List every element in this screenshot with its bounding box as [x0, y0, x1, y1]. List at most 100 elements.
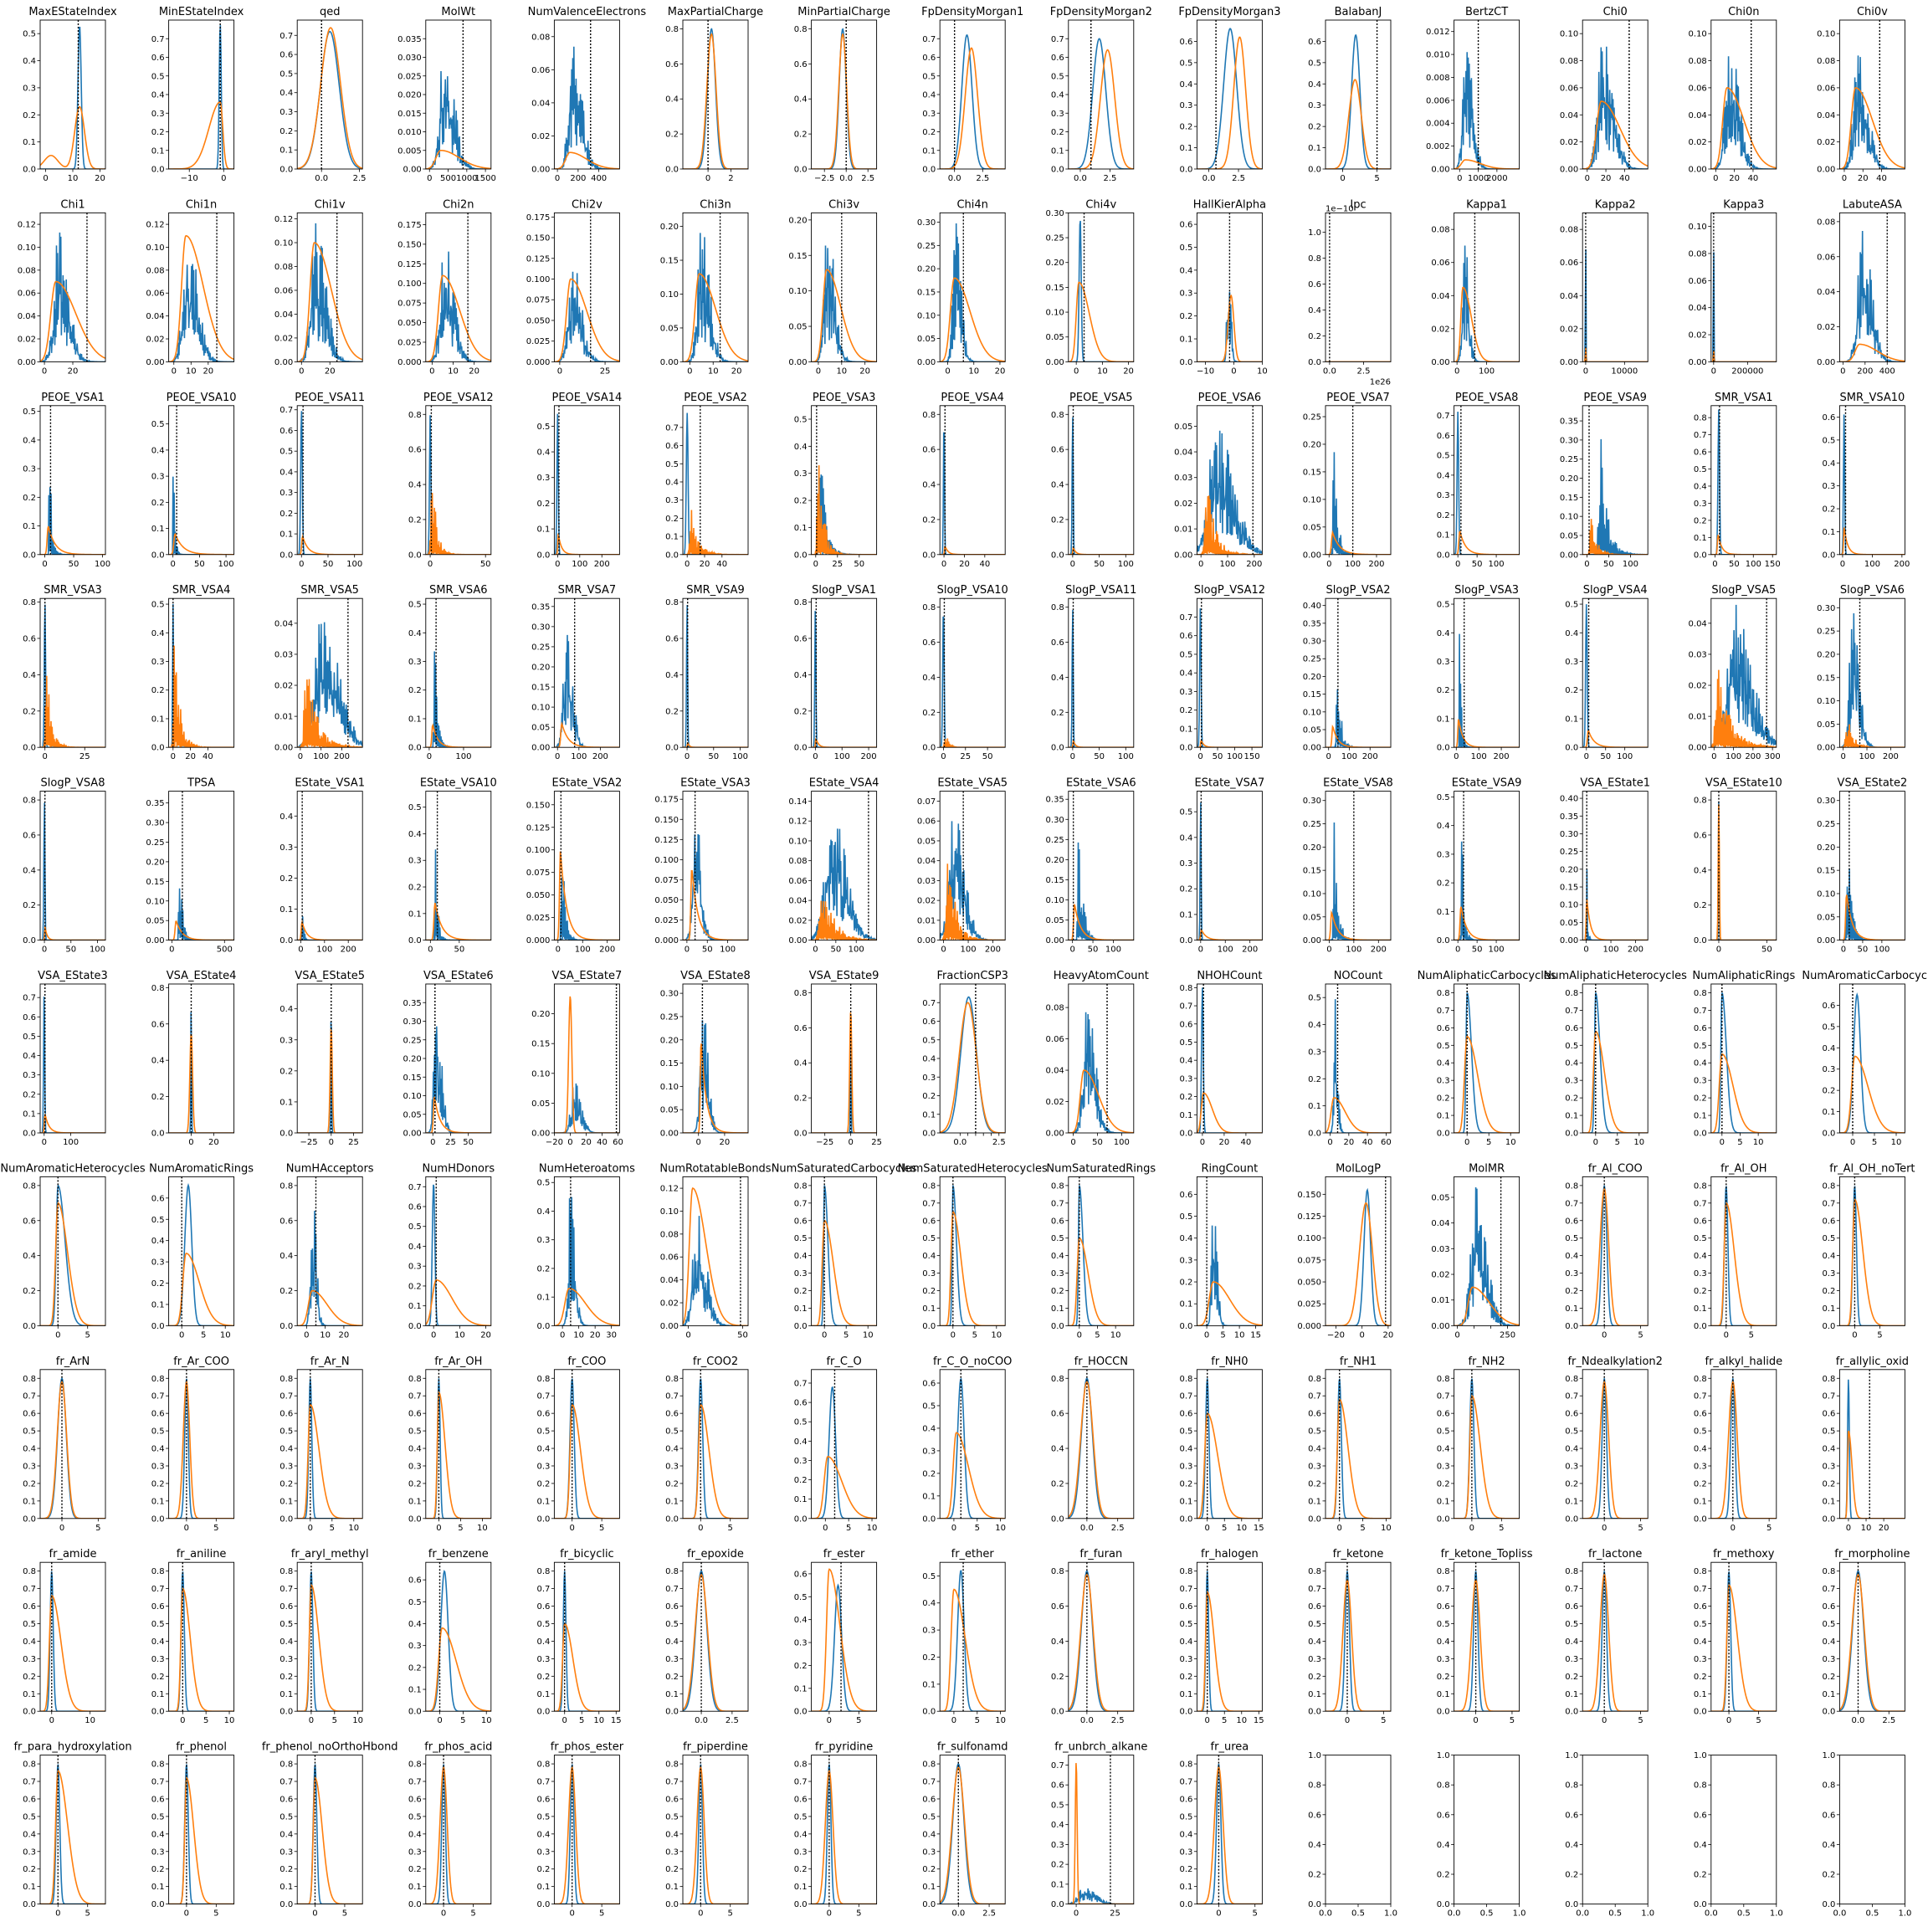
y-tick-label: 0.02 — [1560, 138, 1578, 147]
y-tick-label: 0.2 — [151, 499, 165, 508]
y-tick-label: 0.2 — [279, 127, 293, 136]
y-tick-label: 0.1 — [151, 1883, 165, 1892]
y-tick-label: 0.1 — [794, 1495, 808, 1504]
y-tick-label: 0.5 — [794, 1418, 808, 1427]
y-tick-label: 0.0 — [665, 166, 679, 175]
y-tick-label: 0.4 — [1308, 80, 1321, 90]
y-tick-label: 0.7 — [1822, 1585, 1835, 1594]
x-tick-label: 200 — [1246, 560, 1262, 569]
panel-MolLogP: MolLogP0.0000.0250.0500.0750.1000.1250.1… — [1297, 1162, 1393, 1340]
x-tick-label: 100 — [1471, 752, 1487, 761]
y-tick-label: 0.00 — [1303, 551, 1321, 560]
y-tick-label: 0.2 — [665, 1673, 679, 1682]
x-tick-label: 10 — [224, 1716, 235, 1725]
axes-frame — [1196, 212, 1263, 362]
y-tick-label: 0.5 — [279, 448, 293, 457]
y-tick-label: 0.7 — [151, 1585, 165, 1594]
x-tick-label: 2000 — [1486, 174, 1507, 183]
y-tick-label: 0.2 — [1051, 1479, 1064, 1489]
panel-title: fr_ester — [823, 1548, 865, 1560]
x-tick-label: 10 — [477, 1524, 488, 1533]
x-tick-label: 100 — [1725, 752, 1741, 761]
x-tick-label: 100 — [1603, 946, 1619, 955]
x-tick-label: 0.0 — [951, 1909, 965, 1919]
y-tick-label: 0.2 — [536, 1673, 550, 1682]
x-tick-label: 10 — [863, 1330, 874, 1340]
x-tick-label: 20 — [208, 1138, 219, 1147]
y-tick-label: 0.05 — [1046, 916, 1064, 925]
panel-fr_alkyl_halide: fr_alkyl_halide0.00.10.20.30.40.50.60.70… — [1694, 1355, 1782, 1533]
y-tick-label: 0.1 — [23, 1690, 36, 1699]
y-tick-label: 0.0 — [151, 1130, 165, 1139]
plot-area — [425, 20, 491, 169]
y-tick-label: 0.4 — [1822, 1637, 1835, 1647]
y-tick-label: 0.10 — [1560, 513, 1578, 522]
x-tick-label: 10 — [1891, 1138, 1902, 1147]
series-blue-line — [683, 1764, 748, 1904]
y-tick-label: 0.20 — [788, 216, 807, 225]
y-tick-label: 0.5 — [1694, 465, 1707, 474]
series-orange-line — [554, 532, 620, 555]
y-tick-label: 0.15 — [788, 252, 807, 261]
plot-area — [168, 1755, 234, 1904]
y-tick-label: 0.1 — [536, 1690, 550, 1699]
y-tick-label: 0.1 — [151, 715, 165, 724]
x-tick-label: 40 — [1876, 174, 1887, 183]
y-tick-label: 0.00 — [1046, 1130, 1064, 1139]
axes-frame — [1582, 1755, 1649, 1905]
y-tick-label: 0.12 — [660, 1185, 679, 1194]
y-tick-label: 0.8 — [922, 603, 936, 612]
y-tick-label: 0.4 — [1308, 306, 1321, 315]
y-tick-label: 0.4 — [922, 1599, 936, 1608]
y-tick-label: 0.2 — [1822, 1673, 1835, 1682]
y-tick-label: 0.1 — [665, 1883, 679, 1892]
x-tick-label: 0 — [309, 1716, 314, 1725]
panel-title: EState_VSA9 — [1452, 777, 1522, 790]
y-tick-label: 0.6 — [794, 1399, 808, 1408]
x-tick-label: 10 — [220, 1330, 231, 1340]
y-tick-label: 0.02 — [1689, 682, 1707, 691]
x-tick-label: 0 — [1846, 1524, 1851, 1533]
y-tick-label: 0.30 — [1560, 830, 1578, 839]
y-tick-label: 0.4 — [922, 1830, 936, 1839]
series-orange-line — [1839, 527, 1905, 555]
y-tick-label: 0.7 — [794, 1379, 808, 1388]
axes-frame — [168, 791, 235, 941]
y-tick-label: 0.2 — [1051, 1287, 1064, 1296]
x-tick-label: 5 — [1877, 1330, 1882, 1340]
y-tick-label: 0.150 — [1297, 1191, 1321, 1200]
y-tick-label: 0.100 — [397, 279, 422, 289]
y-tick-label: 0.8 — [151, 1375, 165, 1384]
y-tick-label: 0.0 — [922, 1900, 936, 1909]
y-tick-label: 0.8 — [1694, 1375, 1707, 1384]
y-tick-label: 0.4 — [536, 1445, 550, 1454]
axes-frame — [168, 597, 235, 748]
series-blue-line — [297, 1378, 363, 1519]
x-tick-label: −10 — [1197, 366, 1214, 376]
x-tick-label: 200 — [1371, 946, 1387, 955]
y-tick-label: 0.7 — [279, 1778, 293, 1787]
y-tick-label: 0.5 — [151, 72, 165, 81]
y-tick-label: 0.7 — [1051, 1761, 1064, 1771]
x-tick-label: 50 — [1603, 560, 1614, 569]
y-tick-label: 0.6 — [1308, 280, 1321, 290]
series-orange-line — [1326, 79, 1391, 169]
x-tick-label: 0 — [945, 366, 950, 376]
y-tick-label: 0.5 — [279, 1427, 293, 1437]
series-orange-line — [1710, 87, 1777, 169]
x-tick-label: 0 — [428, 946, 433, 955]
x-tick-label: 50 — [1094, 560, 1105, 569]
y-tick-label: 0.0 — [408, 744, 422, 753]
y-tick-label: 0.5 — [922, 1036, 936, 1045]
y-tick-label: 0.2 — [1179, 1865, 1192, 1874]
x-tick-label: 40 — [1748, 174, 1759, 183]
x-tick-label: 200 — [1857, 366, 1873, 376]
axes-frame — [1838, 791, 1905, 941]
x-tick-label: 0 — [1454, 366, 1459, 376]
y-tick-label: 0.8 — [1822, 1781, 1835, 1791]
y-tick-label: 0.3 — [922, 1627, 936, 1636]
y-tick-label: 0.1 — [536, 1883, 550, 1892]
